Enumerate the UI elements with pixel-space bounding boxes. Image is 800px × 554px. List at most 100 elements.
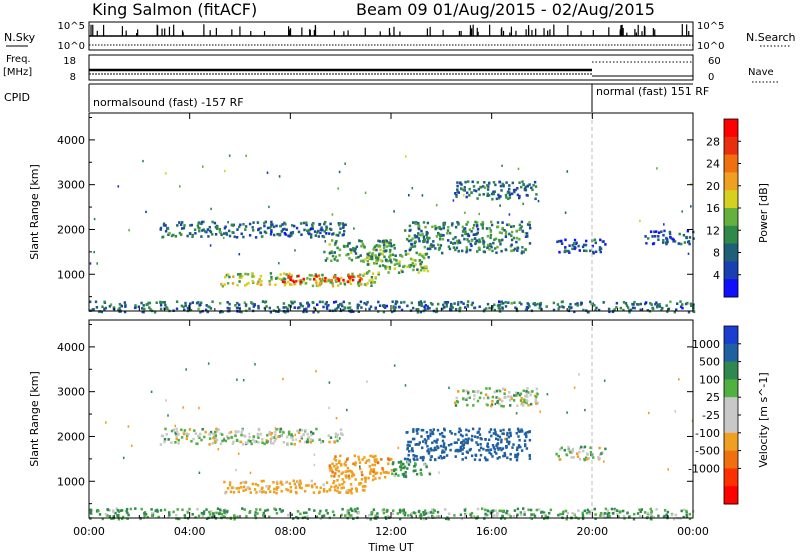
velocity-echo-cell	[275, 491, 278, 495]
power-echo-cell	[587, 311, 590, 314]
power-echo-cell	[318, 222, 321, 226]
velocity-echo-cell	[567, 445, 570, 449]
power-echo-cell	[337, 278, 341, 281]
power-echo-cell	[412, 268, 415, 272]
velocity-echo-cell	[198, 471, 201, 474]
velocity-echo-cell	[269, 433, 272, 436]
power-echo-cell	[418, 253, 421, 256]
velocity-echo-cell	[310, 484, 314, 487]
velocity-echo-cell	[472, 515, 475, 518]
velocity-echo-cell	[393, 474, 396, 477]
power-echo-cell	[414, 263, 417, 266]
velocity-echo-cell	[364, 461, 367, 464]
velocity-echo-cell	[331, 471, 334, 474]
nave-tick-0: 0	[708, 72, 714, 83]
power-echo-cell	[410, 242, 413, 246]
power-echo-cell	[284, 282, 287, 285]
power-echo-cell	[414, 221, 417, 224]
power-echo-cell	[455, 239, 459, 243]
power-echo-cell	[602, 240, 605, 243]
power-echo-cell	[93, 250, 95, 254]
power-echo-cell	[406, 238, 409, 241]
power-echo-cell	[644, 302, 647, 306]
power-echo-cell	[159, 300, 162, 304]
power-echo-cell	[133, 306, 137, 310]
velocity-echo-cell	[305, 484, 308, 487]
velocity-echo-cell	[643, 511, 647, 514]
velocity-echo-cell	[466, 441, 469, 445]
power-echo-cell	[336, 259, 339, 262]
power-echo-cell	[265, 305, 268, 308]
velocity-echo-cell	[208, 437, 212, 440]
power-echo-cell	[499, 239, 502, 243]
velocity-echo-cell	[528, 454, 531, 458]
power-echo-cell	[413, 245, 417, 248]
noise-tick-top-left: 10^5	[58, 21, 85, 32]
power-echo-cell	[416, 311, 420, 314]
velocity-echo-cell	[429, 511, 432, 514]
power-echo-cell	[118, 302, 122, 306]
velocity-echo-cell	[472, 404, 475, 407]
velocity-echo-cell	[368, 465, 371, 468]
velocity-echo-cell	[127, 513, 130, 517]
velocity-echo-cell	[429, 454, 431, 457]
velocity-echo-cell	[290, 434, 294, 438]
power-echo-cell	[491, 192, 494, 196]
velocity-echo-cell	[586, 508, 589, 512]
power-echo-cell	[334, 258, 336, 261]
velocity-echo-cell	[398, 517, 402, 521]
velocity-echo-cell	[535, 402, 538, 405]
power-echo-cell	[220, 233, 223, 237]
power-echo-cell	[451, 242, 455, 245]
velocity-echo-cell	[592, 456, 595, 459]
velocity-echo-cell	[462, 397, 465, 401]
velocity-echo-cell	[261, 438, 264, 441]
velocity-echo-cell	[487, 448, 490, 452]
velocity-echo-cell	[244, 488, 248, 492]
xtick-label: 08:00	[274, 525, 306, 538]
power-echo-cell	[340, 302, 343, 306]
power-echo-cell	[325, 307, 329, 310]
power-echo-cell	[366, 259, 369, 263]
velocity-echo-cell	[333, 475, 336, 478]
power-echo-cell	[500, 302, 503, 306]
velocity-echo-cell	[432, 511, 435, 514]
velocity-echo-cell	[159, 509, 163, 512]
velocity-echo-cell	[467, 437, 470, 440]
power-echo-cell	[428, 306, 431, 310]
velocity-colorbar-segment	[724, 468, 738, 487]
velocity-echo-cell	[106, 508, 110, 512]
power-echo-cell	[513, 301, 516, 304]
power-echo-cell	[356, 306, 359, 310]
velocity-echo-cell	[186, 434, 189, 438]
power-echo-cell	[423, 305, 426, 309]
power-echo-cell	[238, 303, 241, 307]
power-echo-cell	[326, 257, 329, 260]
noise-panel: N.Sky N.Search 10^5 10^0 10^5 10^0	[4, 21, 796, 52]
power-echo-cell	[197, 307, 200, 311]
power-echo-cell	[142, 304, 145, 307]
velocity-echo-cell	[255, 508, 258, 511]
power-echo-cell	[665, 236, 668, 240]
power-echo-cell	[183, 308, 186, 312]
velocity-echo-cell	[336, 486, 339, 489]
power-echo-cell	[412, 306, 415, 310]
velocity-echo-cell	[585, 511, 589, 515]
power-echo-cell	[510, 302, 513, 305]
power-echo-cell	[681, 306, 684, 310]
power-echo-cell	[358, 275, 361, 279]
power-echo-cell	[306, 302, 309, 305]
power-echo-cell	[619, 306, 622, 310]
power-echo-cell	[337, 234, 340, 237]
velocity-echo-cell	[526, 430, 529, 434]
power-echo-cell	[313, 275, 316, 278]
power-echo-cell	[478, 246, 481, 250]
velocity-echo-cell	[479, 446, 483, 450]
velocity-echo-cell	[405, 431, 408, 434]
power-echo-cell	[560, 239, 563, 243]
power-echo-cell	[512, 188, 516, 192]
power-echo-cell	[221, 310, 224, 314]
velocity-echo-cell	[501, 387, 505, 391]
velocity-echo-cell	[434, 458, 437, 462]
